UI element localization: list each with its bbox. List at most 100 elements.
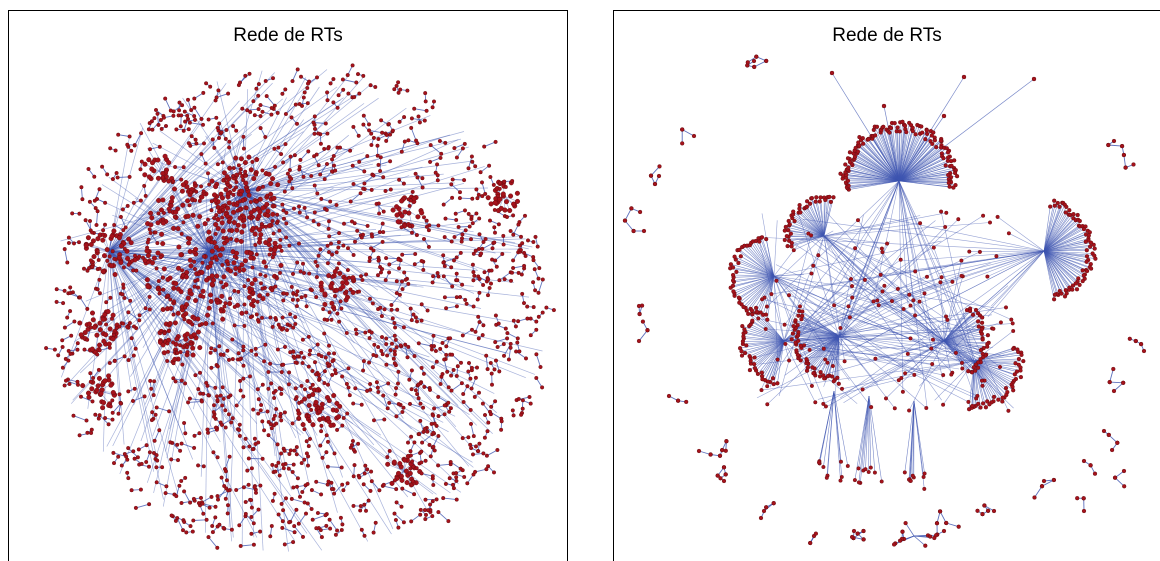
- node: [818, 195, 823, 200]
- node: [126, 310, 131, 315]
- edge: [208, 250, 267, 295]
- node: [116, 454, 121, 459]
- node: [66, 240, 71, 245]
- edge: [257, 317, 271, 321]
- node: [82, 330, 88, 336]
- node: [216, 209, 222, 215]
- edge: [318, 245, 328, 257]
- node: [376, 390, 381, 395]
- edge: [108, 250, 300, 405]
- edge: [243, 190, 286, 465]
- edge: [243, 190, 329, 280]
- node: [177, 108, 182, 113]
- node: [482, 270, 487, 275]
- edge: [268, 434, 278, 445]
- node: [272, 103, 277, 108]
- node: [230, 209, 236, 215]
- edge: [133, 250, 210, 406]
- node: [179, 441, 184, 446]
- node: [442, 295, 447, 300]
- node: [394, 500, 399, 505]
- node: [263, 240, 269, 246]
- node: [295, 484, 300, 489]
- node: [417, 120, 422, 125]
- node: [144, 277, 150, 283]
- node: [421, 371, 426, 376]
- node: [155, 250, 161, 256]
- node: [369, 479, 374, 484]
- node: [88, 379, 93, 384]
- node: [385, 353, 390, 358]
- node: [161, 350, 167, 356]
- node: [119, 463, 124, 468]
- node: [444, 344, 449, 349]
- node: [392, 87, 397, 92]
- node: [367, 128, 372, 133]
- node: [272, 240, 278, 246]
- node: [473, 164, 478, 169]
- node: [133, 346, 138, 351]
- node: [128, 240, 134, 246]
- node: [93, 206, 98, 211]
- node: [369, 187, 374, 192]
- node: [52, 347, 57, 352]
- node: [105, 172, 110, 177]
- node: [155, 458, 160, 463]
- node: [218, 352, 223, 357]
- node: [452, 146, 457, 151]
- node: [160, 197, 166, 203]
- node: [78, 332, 84, 338]
- node: [359, 235, 364, 240]
- node: [336, 245, 341, 250]
- edge: [1043, 230, 1088, 252]
- node: [114, 325, 119, 330]
- edge: [410, 127, 417, 141]
- edge: [216, 93, 229, 98]
- edge: [232, 339, 244, 347]
- node: [130, 258, 135, 263]
- node: [309, 288, 314, 293]
- edge: [170, 189, 210, 252]
- node: [112, 256, 117, 261]
- node: [89, 431, 94, 436]
- node: [856, 140, 861, 145]
- edge: [891, 122, 900, 182]
- edge: [823, 235, 973, 373]
- node: [472, 273, 477, 278]
- edge: [838, 335, 1005, 356]
- edge: [108, 250, 408, 287]
- node: [279, 451, 284, 456]
- node: [371, 135, 376, 140]
- edge: [898, 115, 945, 182]
- node: [764, 237, 769, 242]
- node: [394, 386, 399, 391]
- edge: [919, 301, 945, 342]
- edge: [108, 192, 414, 252]
- network-graph-right: [622, 54, 1147, 548]
- edge: [108, 250, 543, 352]
- edge: [823, 235, 976, 310]
- node: [394, 345, 399, 350]
- node: [365, 388, 370, 393]
- edge: [1041, 479, 1055, 487]
- node: [393, 518, 398, 523]
- node: [328, 422, 334, 428]
- edge: [756, 311, 785, 342]
- node: [471, 452, 476, 457]
- node: [325, 131, 330, 136]
- edge: [208, 250, 495, 394]
- node: [357, 159, 362, 164]
- edge: [153, 250, 210, 493]
- node: [226, 412, 231, 417]
- node: [730, 265, 736, 270]
- edge: [354, 222, 368, 227]
- edge: [823, 235, 835, 306]
- node: [422, 118, 427, 123]
- node: [361, 122, 366, 127]
- node: [354, 331, 359, 336]
- node: [241, 223, 247, 229]
- node: [501, 242, 506, 247]
- node: [498, 180, 503, 185]
- node: [451, 486, 456, 491]
- node: [227, 165, 233, 171]
